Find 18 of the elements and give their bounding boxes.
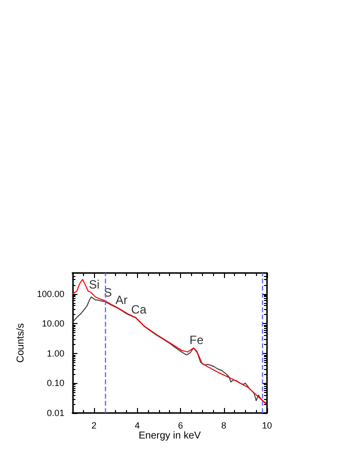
- y-tick-label: 100.00: [36, 288, 64, 299]
- annotation: Ca: [131, 302, 147, 317]
- y-tick-label: 0.10: [46, 378, 64, 388]
- annotation: Si: [88, 278, 100, 292]
- x-tick-label: 4: [134, 420, 140, 430]
- annotation: Fe: [189, 332, 204, 347]
- x-axis-title: Energy in keV: [138, 430, 202, 442]
- x-tick-label: 10: [262, 420, 272, 430]
- y-axis-title: Counts/s: [16, 323, 26, 363]
- x-tick-label: 8: [221, 420, 226, 430]
- line-series: [72, 296, 267, 404]
- annotation: Ar: [115, 293, 128, 308]
- x-tick-label: 6: [178, 420, 184, 430]
- y-tick-label: 10.00: [42, 318, 64, 329]
- y-tick-label: 1.00: [46, 348, 64, 358]
- line-series: [72, 278, 267, 405]
- y-tick-label: 0.01: [46, 408, 64, 418]
- x-tick-label: 2: [92, 420, 97, 430]
